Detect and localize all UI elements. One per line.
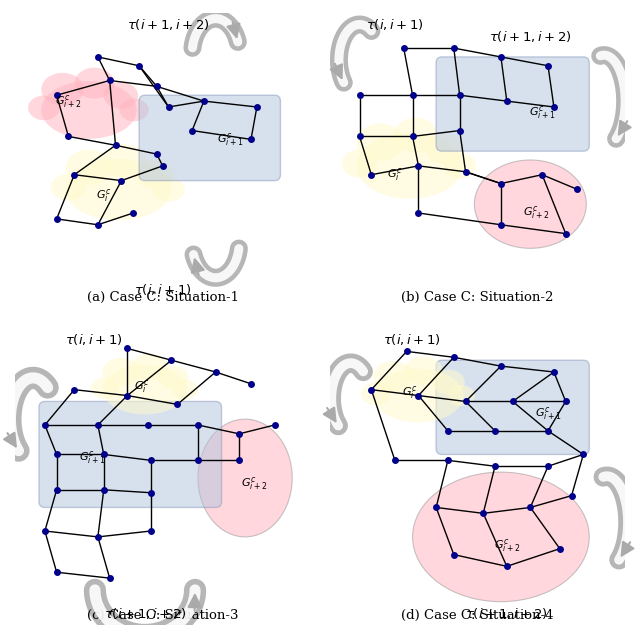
Ellipse shape xyxy=(172,380,198,399)
FancyBboxPatch shape xyxy=(39,401,221,507)
Text: $\tau(i+1,i+2)$: $\tau(i+1,i+2)$ xyxy=(465,606,548,621)
Text: $G^c_{i}$: $G^c_{i}$ xyxy=(134,378,150,395)
Text: $G^c_{i+1}$: $G^c_{i+1}$ xyxy=(79,449,105,466)
FancyBboxPatch shape xyxy=(139,95,280,181)
Ellipse shape xyxy=(394,117,438,153)
Ellipse shape xyxy=(132,353,168,380)
Text: $\tau(i,i+1)$: $\tau(i,i+1)$ xyxy=(383,332,441,347)
Ellipse shape xyxy=(65,158,172,220)
Ellipse shape xyxy=(432,369,465,394)
Ellipse shape xyxy=(198,419,292,537)
Ellipse shape xyxy=(342,149,377,177)
Ellipse shape xyxy=(356,124,404,161)
FancyBboxPatch shape xyxy=(436,57,589,151)
Ellipse shape xyxy=(413,472,589,602)
Text: $G^c_{i+1}$: $G^c_{i+1}$ xyxy=(535,404,561,422)
Text: $G^c_{i}$: $G^c_{i}$ xyxy=(402,384,417,401)
Text: (c) Case C: Situation-3: (c) Case C: Situation-3 xyxy=(87,609,239,622)
Text: $\tau(i+1,i+2)$: $\tau(i+1,i+2)$ xyxy=(489,29,572,44)
Text: $G^c_{i+2}$: $G^c_{i+2}$ xyxy=(55,93,82,110)
Text: $G^c_{i}$: $G^c_{i}$ xyxy=(96,187,111,204)
Ellipse shape xyxy=(74,68,114,99)
Text: $\tau(i+1,i+2)$: $\tau(i+1,i+2)$ xyxy=(127,17,210,32)
Ellipse shape xyxy=(426,134,464,165)
Ellipse shape xyxy=(447,385,475,406)
Text: $\tau(i,i+1)$: $\tau(i,i+1)$ xyxy=(65,332,124,347)
Ellipse shape xyxy=(28,96,60,120)
Text: (d) Case C: Situation-4: (d) Case C: Situation-4 xyxy=(401,609,554,622)
Ellipse shape xyxy=(120,99,148,121)
Ellipse shape xyxy=(356,133,463,199)
Text: $G^c_{i}$: $G^c_{i}$ xyxy=(387,167,403,183)
Ellipse shape xyxy=(474,160,586,248)
Ellipse shape xyxy=(102,365,188,415)
Ellipse shape xyxy=(373,361,413,392)
Text: $\tau(i,i+1)$: $\tau(i,i+1)$ xyxy=(366,17,424,32)
Ellipse shape xyxy=(91,377,119,399)
Ellipse shape xyxy=(42,73,84,106)
Ellipse shape xyxy=(42,81,137,139)
Text: $G^c_{i+2}$: $G^c_{i+2}$ xyxy=(493,537,520,554)
Ellipse shape xyxy=(361,382,391,405)
Ellipse shape xyxy=(152,177,185,202)
Text: (a) Case C: Situation-1: (a) Case C: Situation-1 xyxy=(86,292,239,304)
Ellipse shape xyxy=(102,358,140,386)
Ellipse shape xyxy=(158,366,189,389)
Ellipse shape xyxy=(444,153,476,179)
Ellipse shape xyxy=(134,160,173,188)
Ellipse shape xyxy=(104,82,138,109)
Text: (b) Case C: Situation-2: (b) Case C: Situation-2 xyxy=(401,292,554,304)
Ellipse shape xyxy=(65,150,113,185)
Ellipse shape xyxy=(102,144,147,177)
Ellipse shape xyxy=(404,356,442,385)
FancyBboxPatch shape xyxy=(436,360,589,454)
Text: $G^c_{i+2}$: $G^c_{i+2}$ xyxy=(523,205,550,221)
Ellipse shape xyxy=(51,174,86,200)
Text: $\tau(i,i+1)$: $\tau(i,i+1)$ xyxy=(134,282,191,297)
Text: $G^c_{i+2}$: $G^c_{i+2}$ xyxy=(241,475,267,493)
Text: $G^c_{i+1}$: $G^c_{i+1}$ xyxy=(529,105,556,121)
Text: $\tau(i+1,i+2)$: $\tau(i+1,i+2)$ xyxy=(104,606,186,621)
Ellipse shape xyxy=(373,369,463,422)
Text: $G^c_{i+1}$: $G^c_{i+1}$ xyxy=(217,131,244,148)
